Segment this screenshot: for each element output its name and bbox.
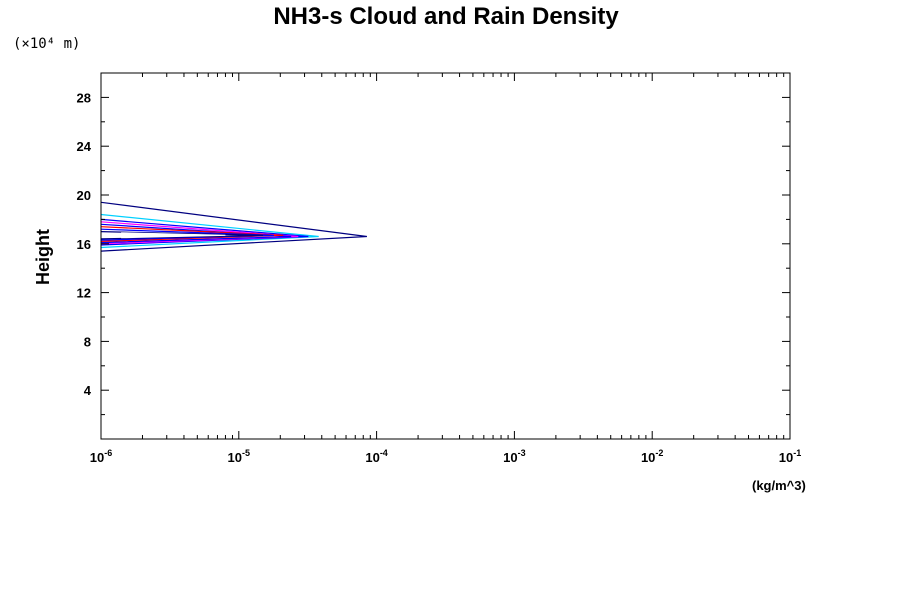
y-tick-label: 8 bbox=[84, 334, 91, 349]
y-tick-label: 20 bbox=[77, 188, 91, 203]
contour-lines bbox=[100, 201, 367, 252]
plot-frame bbox=[100, 72, 791, 440]
y-axis-label: Height bbox=[33, 229, 53, 285]
y-tick-label: 4 bbox=[84, 383, 92, 398]
x-tick-label: 10-5 bbox=[228, 448, 250, 465]
x-tick-label: 10-4 bbox=[365, 448, 387, 465]
y-tick-label: 16 bbox=[77, 237, 91, 252]
x-tick-label: 10-2 bbox=[641, 448, 663, 465]
x-tick-label: 10-6 bbox=[90, 448, 112, 465]
contour-line-6 bbox=[100, 226, 284, 242]
x-tick-label: 10-3 bbox=[503, 448, 525, 465]
contour-line-9 bbox=[121, 232, 226, 239]
chart-title: NH3-s Cloud and Rain Density bbox=[273, 3, 619, 30]
contour-line-3 bbox=[100, 218, 309, 246]
x-tick-label: 10-1 bbox=[779, 448, 801, 465]
contour-line-8 bbox=[100, 231, 264, 240]
contour-line-5 bbox=[100, 223, 292, 244]
axis-ticks bbox=[100, 73, 791, 439]
contour-line-2 bbox=[100, 213, 319, 249]
y-unit-label: (×10⁴ m) bbox=[13, 36, 80, 52]
y-tick-labels: 4 8 12 16 20 24 28 bbox=[77, 90, 92, 398]
contour-line-4 bbox=[100, 221, 299, 245]
contour-line-7 bbox=[100, 228, 275, 241]
y-tick-label: 28 bbox=[77, 90, 91, 105]
y-tick-label: 12 bbox=[77, 286, 91, 301]
x-axis-label: (kg/m^3) bbox=[752, 478, 806, 493]
y-tick-label: 24 bbox=[77, 139, 92, 154]
contour-line-1 bbox=[100, 201, 367, 252]
x-tick-labels: 10-6 10-5 10-4 10-3 10-2 10-1 bbox=[90, 448, 801, 465]
